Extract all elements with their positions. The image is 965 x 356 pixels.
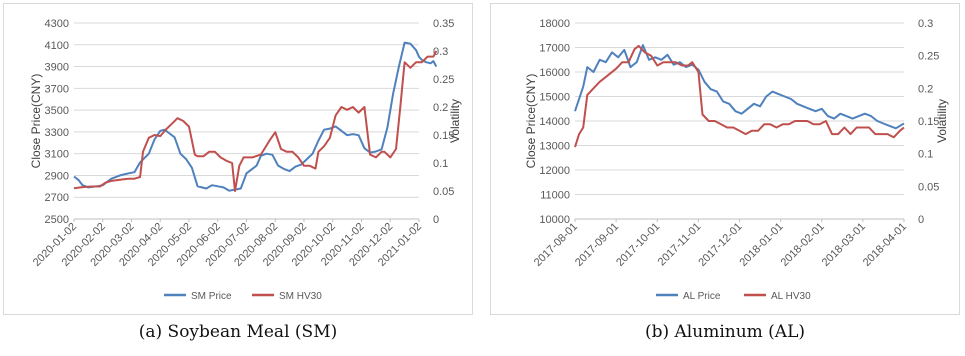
y-tick-label: 2900 <box>45 170 69 182</box>
chart-panel-sm: 2500 2700 2900 3100 3300 3500 3700 3900 4100 4300… <box>3 3 473 315</box>
y2-tick-label: 0.05 <box>918 181 939 193</box>
legend-label: SM HV30 <box>279 291 322 302</box>
series-line-hv30 <box>73 50 438 192</box>
y2-tick-label: 0.3 <box>433 46 448 58</box>
chart-sm: 2500 2700 2900 3100 3300 3500 3700 3900 4100 4300… <box>29 18 462 302</box>
y2-tick-label: 0.3 <box>918 18 933 30</box>
y2-tick-label: 0.25 <box>433 74 454 86</box>
y-tick-label: 14000 <box>539 116 570 128</box>
y2-tick-label: 0.1 <box>433 158 448 170</box>
series-line-price <box>574 44 905 130</box>
y2-tick-label: 0.15 <box>918 116 939 128</box>
series-line-hv30 <box>574 44 905 148</box>
y-tick-label: 4100 <box>45 40 69 52</box>
y2-axis-title: Volatility <box>935 99 949 143</box>
caption-sm: (a) Soybean Meal (SM) <box>138 322 338 342</box>
y2-tick-label: 0.05 <box>433 186 454 198</box>
y-tick-label: 18000 <box>539 18 570 30</box>
y-tick-label: 11000 <box>540 190 570 202</box>
y-tick-label: 2500 <box>45 214 69 226</box>
caption-al: (b) Aluminum (AL) <box>644 322 806 342</box>
y-tick-label: 3500 <box>45 105 69 117</box>
y-axis-title: Close Price(CNY) <box>29 74 43 169</box>
y-tick-label: 17000 <box>539 43 570 55</box>
legend-label: AL HV30 <box>771 291 811 302</box>
legend-label: SM Price <box>191 291 232 302</box>
y-tick-label: 13000 <box>539 141 570 153</box>
y-tick-label: 10000 <box>539 214 570 226</box>
y2-tick-label: 0.2 <box>918 83 933 95</box>
y-tick-label: 3100 <box>45 149 69 161</box>
y-axis-title: Close Price(CNY) <box>524 74 538 169</box>
chart-al: 10000 11000 12000 13000 14000 15000 16000 17000… <box>524 18 949 302</box>
legend-label: AL Price <box>683 291 721 302</box>
y2-tick-label: 0.35 <box>433 18 454 30</box>
y2-tick-label: 0.1 <box>918 149 933 161</box>
y2-tick-label: 0.25 <box>918 51 939 63</box>
series-line-price <box>73 41 438 192</box>
y2-tick-label: 0.2 <box>433 102 448 114</box>
y2-tick-label: 0 <box>433 214 439 226</box>
y-tick-label: 4300 <box>45 18 69 30</box>
x-tick-label: 2018-04-01 <box>861 221 909 269</box>
y-tick-label: 3300 <box>45 127 69 139</box>
y2-tick-label: 0 <box>918 214 924 226</box>
y2-axis-title: Volatility <box>448 99 462 143</box>
y-tick-label: 3700 <box>45 83 69 95</box>
x-tick-label: 2017-10-01 <box>614 221 662 269</box>
y-tick-label: 12000 <box>539 165 570 177</box>
chart-panel-al: 10000 11000 12000 13000 14000 15000 16000 17000… <box>490 3 960 315</box>
y2-tick-label: 0.15 <box>433 130 454 142</box>
y-tick-label: 15000 <box>539 92 570 104</box>
y-tick-label: 2700 <box>45 192 69 204</box>
y-tick-label: 16000 <box>539 67 570 79</box>
y-tick-label: 3900 <box>45 62 69 74</box>
